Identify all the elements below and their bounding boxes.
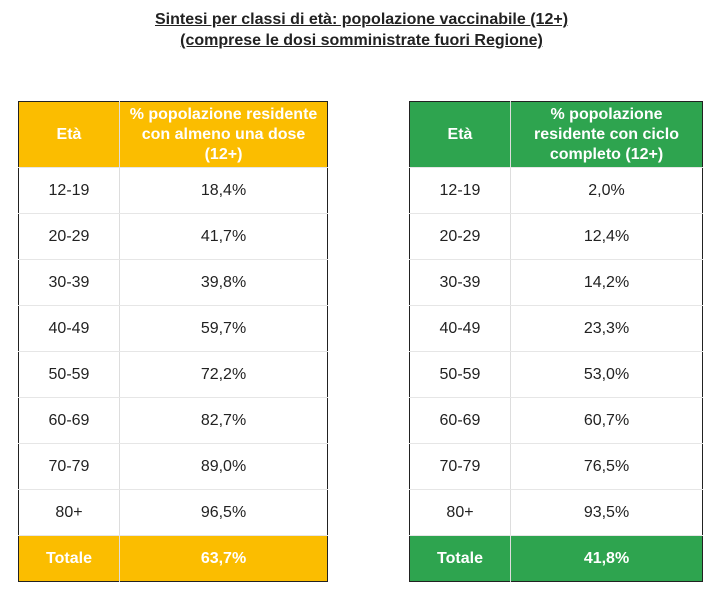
- total-value: 41,8%: [510, 535, 703, 582]
- percent-cell: 2,0%: [510, 167, 703, 214]
- title-line-2: (comprese le dosi somministrate fuori Re…: [180, 32, 543, 49]
- percent-cell: 82,7%: [119, 397, 328, 444]
- full-cycle-table: Età% popolazione residente con ciclo com…: [409, 101, 703, 582]
- percent-cell: 41,7%: [119, 213, 328, 260]
- age-cell: 60-69: [409, 397, 511, 444]
- table-row: 50-59 53,0%: [409, 351, 703, 398]
- age-cell: 80+: [409, 489, 511, 536]
- header-percent: % popolazione residente con almeno una d…: [119, 101, 328, 168]
- table-row: 80+ 93,5%: [409, 489, 703, 536]
- age-cell: 70-79: [409, 443, 511, 490]
- age-cell: 70-79: [18, 443, 120, 490]
- total-row: Totale 63,7%: [18, 535, 328, 582]
- percent-cell: 76,5%: [510, 443, 703, 490]
- table-row: 50-59 72,2%: [18, 351, 328, 398]
- table-row: 20-29 41,7%: [18, 213, 328, 260]
- table-row: 60-69 60,7%: [409, 397, 703, 444]
- age-cell: 40-49: [409, 305, 511, 352]
- table-row: 40-49 23,3%: [409, 305, 703, 352]
- percent-cell: 18,4%: [119, 167, 328, 214]
- age-cell: 50-59: [409, 351, 511, 398]
- first-dose-table: Età% popolazione residente con almeno un…: [18, 101, 328, 582]
- page-title: Sintesi per classi di età: popolazione v…: [0, 9, 723, 51]
- total-label: Totale: [18, 535, 120, 582]
- percent-cell: 39,8%: [119, 259, 328, 306]
- header-age: Età: [18, 101, 120, 168]
- age-cell: 30-39: [18, 259, 120, 306]
- table-row: 12-19 2,0%: [409, 167, 703, 214]
- table-row: 40-49 59,7%: [18, 305, 328, 352]
- percent-cell: 53,0%: [510, 351, 703, 398]
- percent-cell: 89,0%: [119, 443, 328, 490]
- table-row: 60-69 82,7%: [18, 397, 328, 444]
- age-cell: 40-49: [18, 305, 120, 352]
- age-cell: 60-69: [18, 397, 120, 444]
- age-cell: 12-19: [18, 167, 120, 214]
- header-row: Età% popolazione residente con ciclo com…: [409, 101, 703, 168]
- title-line-1: Sintesi per classi di età: popolazione v…: [154, 11, 569, 28]
- table-row: 80+ 96,5%: [18, 489, 328, 536]
- header-row: Età% popolazione residente con almeno un…: [18, 101, 328, 168]
- percent-cell: 59,7%: [119, 305, 328, 352]
- total-label: Totale: [409, 535, 511, 582]
- table-row: 70-79 89,0%: [18, 443, 328, 490]
- age-cell: 12-19: [409, 167, 511, 214]
- table-row: 30-39 39,8%: [18, 259, 328, 306]
- table-row: 30-39 14,2%: [409, 259, 703, 306]
- age-cell: 50-59: [18, 351, 120, 398]
- total-row: Totale 41,8%: [409, 535, 703, 582]
- table-row: 20-29 12,4%: [409, 213, 703, 260]
- percent-cell: 12,4%: [510, 213, 703, 260]
- age-cell: 20-29: [18, 213, 120, 260]
- total-value: 63,7%: [119, 535, 328, 582]
- header-percent: % popolazione residente con ciclo comple…: [510, 101, 703, 168]
- percent-cell: 72,2%: [119, 351, 328, 398]
- percent-cell: 14,2%: [510, 259, 703, 306]
- percent-cell: 60,7%: [510, 397, 703, 444]
- table-row: 70-79 76,5%: [409, 443, 703, 490]
- header-age: Età: [409, 101, 511, 168]
- percent-cell: 96,5%: [119, 489, 328, 536]
- percent-cell: 93,5%: [510, 489, 703, 536]
- age-cell: 20-29: [409, 213, 511, 260]
- table-row: 12-19 18,4%: [18, 167, 328, 214]
- age-cell: 80+: [18, 489, 120, 536]
- percent-cell: 23,3%: [510, 305, 703, 352]
- age-cell: 30-39: [409, 259, 511, 306]
